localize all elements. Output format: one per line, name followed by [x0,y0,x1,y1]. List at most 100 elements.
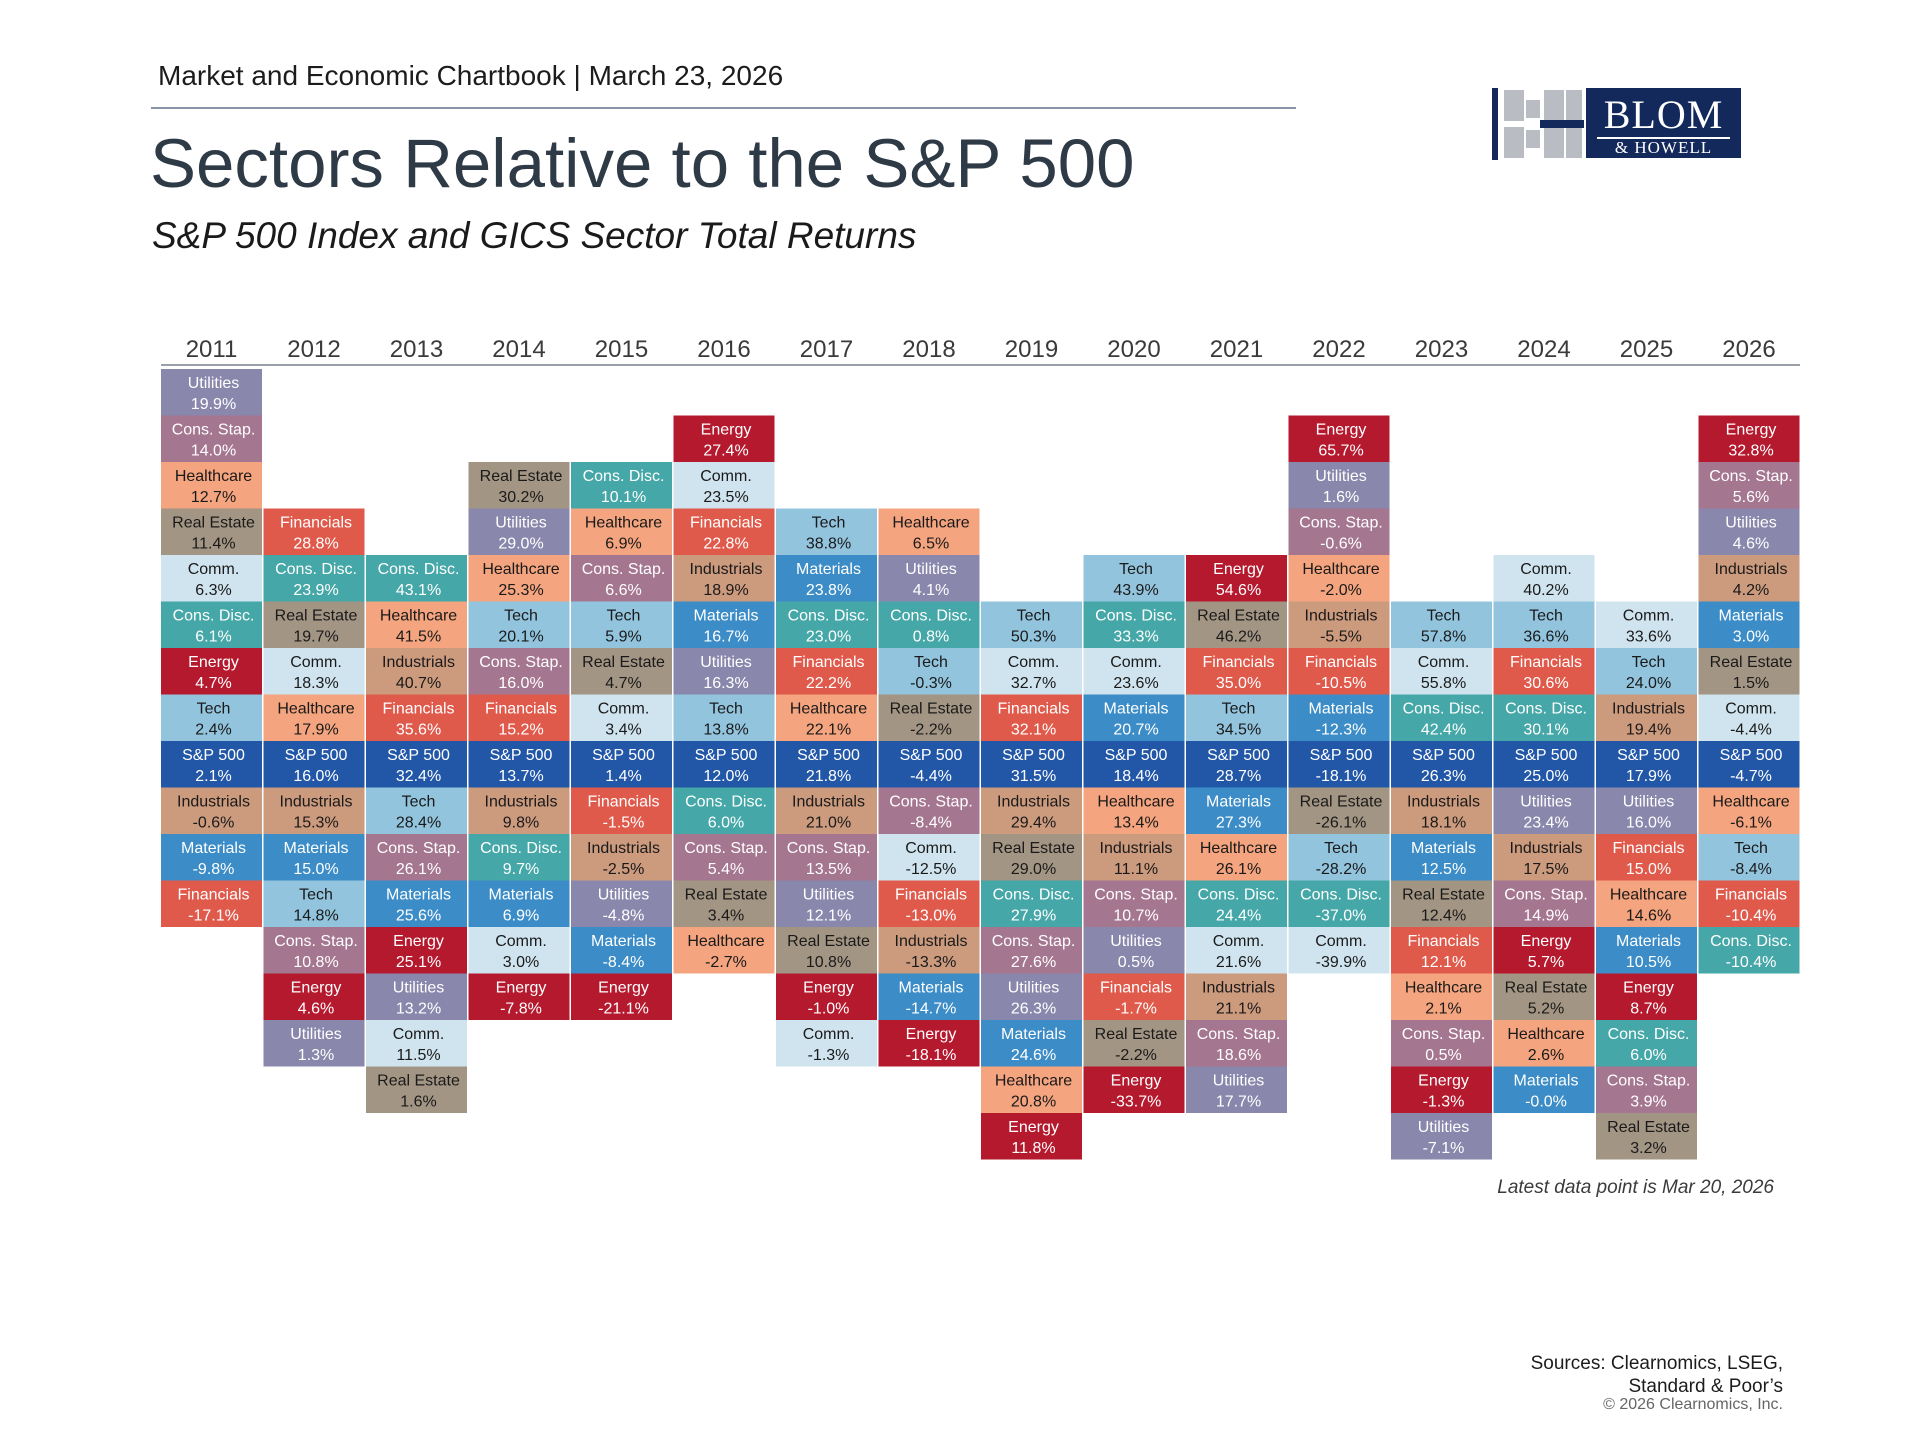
tile-label-2016-industrials: Industrials [690,561,763,578]
tile-label-2024-sandp-500: S&P 500 [1515,747,1578,764]
tile-2011-materials [161,834,262,881]
tile-2011-real-estate [161,508,262,555]
tile-2026-cons-disc [1698,927,1800,974]
tile-value-2014-real-estate: 30.2% [498,489,543,506]
tile-value-2013-real-estate: 1.6% [400,1094,436,1111]
tile-2021-materials [1186,787,1287,834]
tile-value-2017-sandp-500: 21.8% [806,768,851,785]
tile-label-2020-financials: Financials [1100,980,1172,997]
tile-2017-utilities [776,880,877,927]
tile-2022-comm [1288,927,1390,974]
tile-label-2022-industrials: Industrials [1305,608,1378,625]
tile-2015-real-estate [571,648,672,695]
tile-2018-industrials [878,927,980,974]
sources-note: Sources: Clearnomics, LSEG, Standard & P… [1531,1352,1783,1398]
tile-label-2024-cons-stap: Cons. Stap. [1504,887,1588,904]
tile-label-2024-utilities: Utilities [1520,794,1572,811]
tile-2013-utilities [366,973,467,1020]
tile-label-2015-financials: Financials [587,794,659,811]
tile-label-2018-cons-disc: Cons. Disc. [890,608,972,625]
tile-value-2020-tech: 43.9% [1113,582,1158,599]
tile-value-2017-real-estate: 10.8% [806,954,851,971]
tile-value-2011-real-estate: 11.4% [191,536,235,553]
tile-value-2024-industrials: 17.5% [1523,861,1568,878]
tile-2025-real-estate [1596,1113,1697,1160]
tile-2013-sandp-500 [366,741,467,788]
tile-value-2011-tech: 2.4% [195,722,231,739]
tile-label-2025-industrials: Industrials [1612,701,1685,718]
tile-label-2020-healthcare: Healthcare [1097,794,1174,811]
tile-2024-financials [1493,648,1595,695]
tile-label-2012-utilities: Utilities [290,1026,342,1043]
tile-value-2024-real-estate: 5.2% [1528,1001,1564,1018]
tile-value-2018-cons-stap: -8.4% [910,815,952,832]
tile-2020-sandp-500 [1083,741,1185,788]
tile-value-2024-materials: -0.0% [1525,1094,1567,1111]
tile-label-2011-healthcare: Healthcare [175,468,252,485]
tile-label-2013-materials: Materials [386,887,451,904]
tile-label-2019-materials: Materials [1001,1026,1066,1043]
tile-value-2023-healthcare: 2.1% [1425,1001,1461,1018]
tile-value-2024-utilities: 23.4% [1523,815,1568,832]
tile-label-2024-tech: Tech [1529,608,1563,625]
tile-value-2018-materials: -14.7% [906,1001,957,1018]
tile-2026-healthcare [1698,787,1800,834]
tile-label-2017-real-estate: Real Estate [787,933,870,950]
tile-label-2013-cons-disc: Cons. Disc. [378,561,460,578]
year-label-2022: 2022 [1312,336,1365,363]
logo-mark-icon [1492,88,1584,160]
tile-label-2026-healthcare: Healthcare [1712,794,1789,811]
tile-2016-materials [673,601,775,648]
tile-2018-tech [878,648,980,695]
header-divider [151,107,1296,109]
tile-value-2016-sandp-500: 12.0% [703,768,748,785]
tile-value-2022-comm: -39.9% [1316,954,1367,971]
tile-2019-sandp-500 [981,741,1082,788]
tile-value-2019-tech: 50.3% [1011,629,1056,646]
tile-value-2026-sandp-500: -4.7% [1730,768,1772,785]
tile-value-2019-financials: 32.1% [1011,722,1056,739]
tile-value-2015-cons-stap: 6.6% [605,582,641,599]
tile-2023-materials [1391,834,1492,881]
tile-2026-utilities [1698,508,1800,555]
tile-label-2026-cons-disc: Cons. Disc. [1710,933,1792,950]
tile-value-2015-energy: -21.1% [598,1001,649,1018]
tile-label-2021-industrials: Industrials [1202,980,1275,997]
tile-label-2014-cons-stap: Cons. Stap. [479,654,563,671]
tile-2022-cons-disc [1288,880,1390,927]
tile-value-2021-comm: 21.6% [1216,954,1261,971]
tile-2026-financials [1698,880,1800,927]
tile-label-2011-tech: Tech [197,701,231,718]
tile-label-2023-energy: Energy [1418,1073,1469,1090]
tile-2023-comm [1391,648,1492,695]
tile-label-2016-tech: Tech [709,701,743,718]
tile-value-2019-energy: 11.8% [1011,1140,1055,1157]
tile-label-2015-healthcare: Healthcare [585,515,662,532]
tile-2022-real-estate [1288,787,1390,834]
tile-value-2014-energy: -7.8% [500,1001,542,1018]
tile-value-2015-real-estate: 4.7% [605,675,641,692]
tile-label-2022-healthcare: Healthcare [1302,561,1379,578]
tile-value-2023-tech: 57.8% [1421,629,1466,646]
tile-label-2023-cons-disc: Cons. Disc. [1403,701,1485,718]
tile-value-2017-utilities: 12.1% [806,908,851,925]
tile-label-2014-utilities: Utilities [495,515,547,532]
tile-2024-comm [1493,555,1595,602]
tile-label-2018-comm: Comm. [905,840,957,857]
tile-2019-cons-disc [981,880,1082,927]
tile-label-2019-sandp-500: S&P 500 [1002,747,1065,764]
tile-value-2018-industrials: -13.3% [906,954,957,971]
tile-value-2020-comm: 23.6% [1113,675,1158,692]
tile-value-2022-industrials: -5.5% [1320,629,1362,646]
tile-2019-cons-stap [981,927,1082,974]
tile-label-2023-industrials: Industrials [1407,794,1480,811]
tile-label-2021-cons-disc: Cons. Disc. [1198,887,1280,904]
tile-value-2017-tech: 38.8% [806,536,851,553]
tile-value-2011-financials: -17.1% [188,908,239,925]
tile-2026-tech [1698,834,1800,881]
tile-value-2026-energy: 32.8% [1728,443,1773,460]
tile-2022-energy [1288,415,1390,462]
tile-2021-sandp-500 [1186,741,1287,788]
tile-label-2022-energy: Energy [1316,422,1367,439]
tile-label-2020-energy: Energy [1111,1073,1162,1090]
